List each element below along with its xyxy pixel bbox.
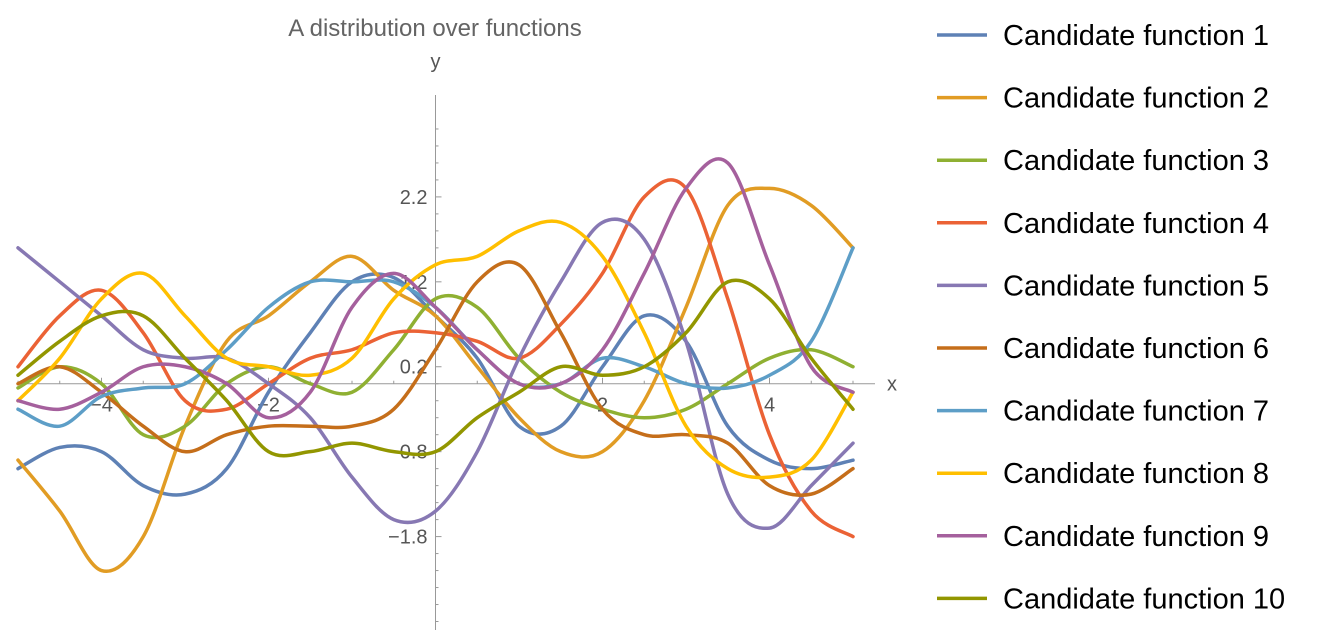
- legend-item: Candidate function 5: [937, 270, 1269, 302]
- legend-item: Candidate function 6: [937, 333, 1269, 365]
- x-tick-label: 2: [597, 395, 608, 417]
- series-line-4: [16, 178, 855, 539]
- plot-area: −4 −2 2 4 2.21.20.2−0.8−1.8 x y: [16, 51, 897, 630]
- series-line-3: [16, 294, 855, 440]
- y-tick-label: 2.2: [400, 187, 428, 209]
- series-lines: [16, 157, 855, 574]
- legend-label: Candidate function 5: [1003, 270, 1269, 302]
- legend: Candidate function 1 Candidate function 2…: [937, 20, 1285, 615]
- series-line-8: [16, 219, 855, 480]
- series-line-2: [16, 186, 855, 574]
- legend-label: Candidate function 10: [1003, 583, 1285, 615]
- legend-item: Candidate function 9: [937, 521, 1269, 553]
- legend-item: Candidate function 4: [937, 208, 1269, 240]
- legend-label: Candidate function 7: [1003, 396, 1269, 428]
- legend-item: Candidate function 10: [937, 583, 1285, 615]
- legend-label: Candidate function 3: [1003, 145, 1269, 177]
- x-tick-label: 4: [764, 395, 775, 417]
- legend-item: Candidate function 1: [937, 20, 1269, 52]
- series-line-6: [16, 260, 855, 497]
- series-line-5: [16, 217, 855, 531]
- y-axis-label: y: [431, 51, 441, 73]
- y-axis-ticks: 2.21.20.2−0.8−1.8: [388, 128, 442, 623]
- x-axis-label: x: [887, 374, 897, 396]
- legend-item: Candidate function 8: [937, 458, 1269, 490]
- legend-label: Candidate function 9: [1003, 521, 1269, 553]
- legend-label: Candidate function 4: [1003, 208, 1269, 240]
- legend-item: Candidate function 7: [937, 396, 1269, 428]
- legend-label: Candidate function 6: [1003, 333, 1269, 365]
- series-line-10: [16, 278, 855, 458]
- legend-label: Candidate function 8: [1003, 458, 1269, 490]
- chart-title: A distribution over functions: [288, 15, 582, 42]
- series-line-9: [16, 157, 855, 420]
- legend-label: Candidate function 1: [1003, 20, 1269, 52]
- legend-item: Candidate function 3: [937, 145, 1269, 177]
- y-tick-label: −1.8: [388, 527, 427, 549]
- legend-item: Candidate function 2: [937, 83, 1269, 115]
- legend-label: Candidate function 2: [1003, 83, 1269, 115]
